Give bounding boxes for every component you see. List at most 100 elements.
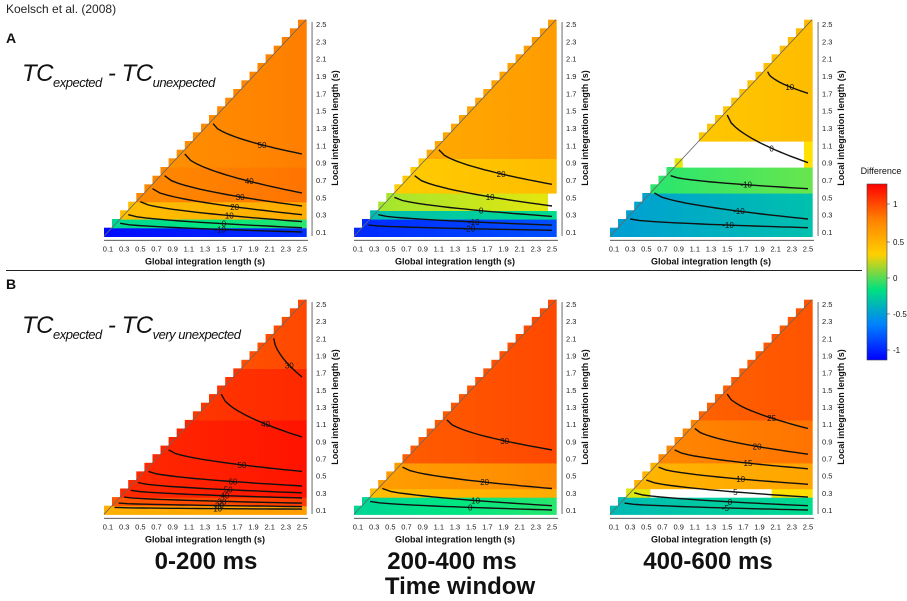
heatmap-cell: [475, 471, 484, 481]
heatmap-cell: [804, 193, 813, 203]
heatmap-cell: [257, 454, 267, 464]
heatmap-cell: [451, 141, 460, 151]
heatmap-cell: [160, 167, 170, 177]
heatmap-cell: [451, 445, 460, 455]
heatmap-cell: [763, 141, 773, 151]
heatmap-cell: [451, 123, 460, 133]
heatmap-cell: [658, 488, 668, 498]
heatmap-cell: [265, 210, 275, 220]
heatmap-cell: [298, 471, 307, 481]
x-tick-label: 1.5: [466, 522, 476, 531]
heatmap-cell: [804, 37, 813, 47]
heatmap-cell: [674, 488, 684, 498]
heatmap-cell: [201, 454, 210, 464]
heatmap-cell: [289, 158, 299, 168]
heatmap-cell: [548, 325, 557, 335]
heatmap-cell: [289, 394, 299, 404]
heatmap-cell: [265, 227, 275, 237]
heatmap-cell: [273, 97, 283, 107]
heatmap-cell: [755, 158, 765, 168]
heatmap-cell: [168, 227, 178, 237]
heatmap-cell: [289, 316, 299, 327]
heatmap-cell: [707, 402, 716, 412]
heatmap-cell: [804, 89, 813, 99]
heatmap-cell: [763, 480, 773, 490]
contour-label: 0: [728, 498, 733, 507]
heatmap-cell: [674, 193, 684, 203]
heatmap-cell: [523, 54, 533, 64]
heatmap-cell: [233, 210, 242, 220]
heatmap-cell: [666, 497, 676, 507]
heatmap-cell: [298, 89, 307, 99]
heatmap-cell: [442, 437, 452, 447]
heatmap-cell: [747, 377, 757, 387]
heatmap-cell: [531, 71, 541, 81]
heatmap-cell: [152, 219, 162, 229]
heatmap-cell: [192, 149, 202, 159]
formula-b-tc1: TC: [22, 312, 54, 339]
heatmap-cell: [273, 175, 283, 185]
heatmap-cell: [426, 210, 436, 220]
heatmap-cell: [507, 445, 517, 455]
contour-label: 40: [245, 177, 254, 186]
heatmap-cell: [499, 351, 509, 361]
heatmap-cell: [184, 158, 194, 168]
heatmap-cell: [426, 227, 436, 237]
heatmap-cell: [257, 193, 267, 203]
heatmap-cell: [273, 488, 283, 498]
heatmap-cell: [152, 193, 162, 203]
heatmap-cell: [426, 454, 436, 464]
heatmap-cell: [289, 428, 299, 438]
heatmap-cell: [467, 167, 476, 177]
x-tick-label: 1.9: [248, 244, 258, 253]
heatmap-cell: [539, 106, 549, 116]
heatmap-cell: [168, 158, 178, 168]
y-tick-label: 2.5: [566, 300, 576, 309]
heatmap-cell: [225, 445, 234, 455]
heatmap-cell: [787, 71, 797, 81]
heatmap-cell: [515, 210, 525, 220]
heatmap-cell: [402, 488, 412, 498]
heatmap-cell: [642, 219, 651, 229]
heatmap-cell: [787, 359, 797, 369]
heatmap-cell: [739, 394, 748, 404]
heatmap-cell: [531, 488, 541, 498]
heatmap-cell: [289, 462, 299, 472]
heatmap-cell: [515, 193, 525, 203]
heatmap-cell: [548, 132, 557, 142]
heatmap-cell: [418, 488, 428, 498]
heatmap-cell: [184, 193, 194, 203]
y-tick-label: 0.5: [822, 193, 832, 202]
heatmap-cell: [548, 201, 557, 211]
heatmap-cell: [804, 488, 813, 498]
y-tick-label: 1.5: [566, 386, 576, 395]
heatmap-cell: [690, 497, 700, 507]
heatmap-cell: [451, 184, 460, 194]
heatmap-cell: [442, 471, 452, 481]
heatmap-cell: [674, 175, 684, 185]
contour-label: 0: [222, 220, 227, 229]
heatmap-cell: [475, 141, 484, 151]
heatmap-cell: [747, 402, 757, 412]
heatmap-cell: [731, 377, 740, 387]
heatmap-cell: [682, 158, 692, 168]
heatmap-cell: [298, 115, 307, 125]
heatmap-cell: [771, 351, 781, 361]
heatmap-cell: [507, 497, 517, 507]
heatmap-cell: [787, 167, 797, 177]
heatmap-cell: [747, 97, 757, 107]
heatmap-cell: [682, 454, 692, 464]
heatmap-cell: [152, 497, 162, 507]
y-tick-label: 2.3: [566, 317, 576, 326]
heatmap-cell: [298, 394, 307, 404]
heatmap-cell: [209, 167, 218, 177]
heatmap-cell: [410, 497, 420, 507]
heatmap-cell: [168, 201, 178, 211]
heatmap-cell: [217, 184, 226, 194]
heatmap-cell: [658, 471, 668, 481]
heatmap-cell: [442, 505, 452, 515]
heatmap-cell: [747, 368, 757, 378]
heatmap-cell: [674, 227, 684, 237]
heatmap-cell: [378, 227, 387, 237]
heatmap-cell: [257, 184, 267, 194]
